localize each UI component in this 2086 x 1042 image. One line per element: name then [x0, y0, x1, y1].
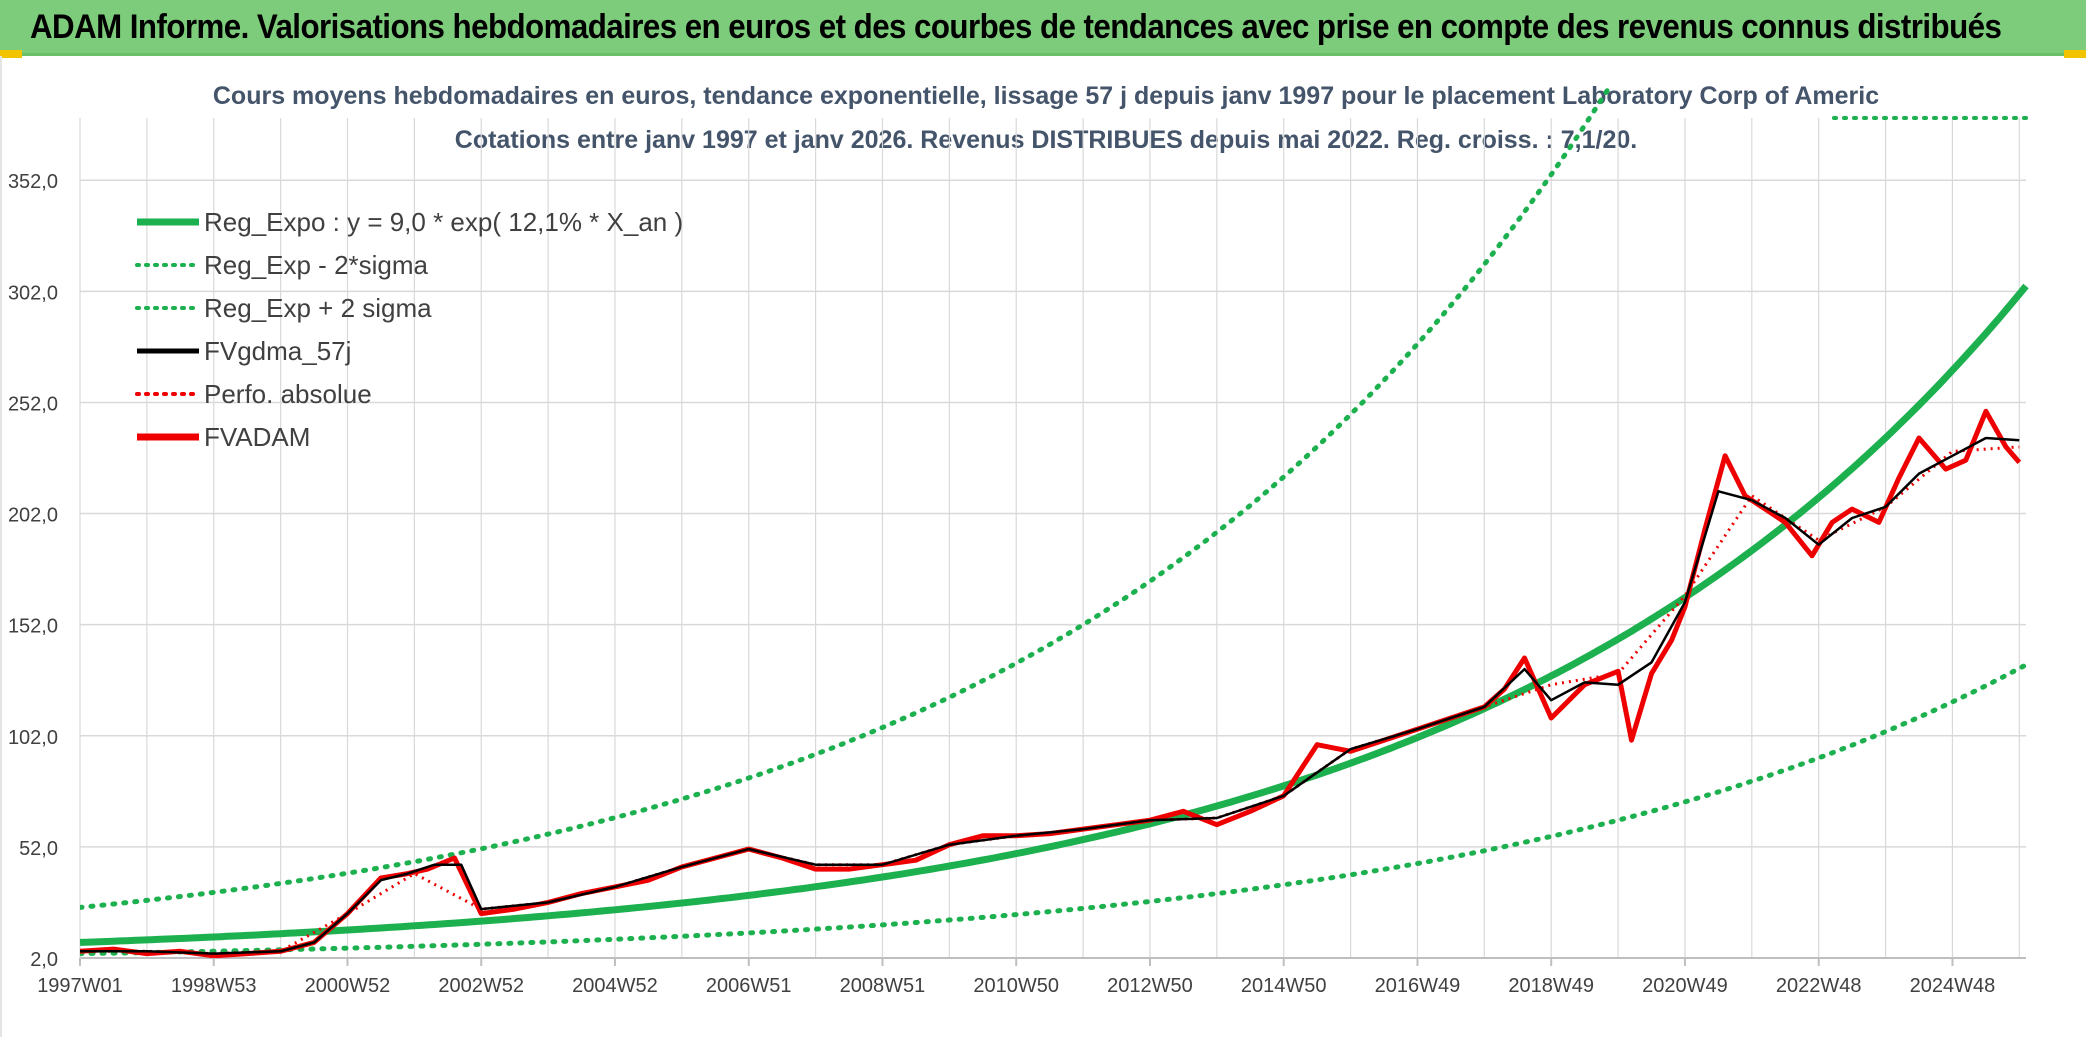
- legend-label: Reg_Exp + 2 sigma: [204, 293, 432, 323]
- x-tick-label: 2000W52: [305, 975, 391, 997]
- reg-exp-minus-2-sigma-curve: [80, 662, 2029, 957]
- legend-label: Perfo. absolue: [204, 379, 372, 409]
- perfo-absolue-curve: [80, 445, 2020, 956]
- chart-curves: [80, 88, 2029, 958]
- x-tick-label: 2022W48: [1776, 975, 1862, 997]
- x-tick-label: 2018W49: [1508, 975, 1594, 997]
- corner-mark-left: [0, 50, 22, 58]
- legend-label: Reg_Expo : y = 9,0 * exp( 12,1% * X_an ): [204, 207, 683, 237]
- fvgdma-57j-curve: [80, 436, 2020, 955]
- x-tick-label: 2024W48: [1910, 975, 1996, 997]
- grid-lines: [79, 118, 2026, 959]
- chart-title-line2: Cotations entre janv 1997 et janv 2026. …: [455, 126, 1637, 154]
- y-tick-label: 2,0: [30, 949, 58, 971]
- y-tick-label: 102,0: [8, 727, 58, 749]
- reg-exp-plus-2-sigma-curve: [80, 88, 1612, 910]
- report-banner: ADAM Informe. Valorisations hebdomadaire…: [0, 0, 2086, 56]
- legend-label: FVADAM: [204, 422, 310, 452]
- x-tick-label: 2004W52: [572, 975, 658, 997]
- x-tick-label: 2006W51: [706, 975, 792, 997]
- y-tick-label: 202,0: [8, 505, 58, 527]
- report-title: ADAM Informe. Valorisations hebdomadaire…: [30, 8, 2002, 46]
- x-axis-ticks: 1997W01 1998W53 2000W52 2002W52 2004W52 2006W…: [37, 958, 1995, 997]
- price-chart: Cours moyens hebdomadaires en euros, ten…: [8, 82, 2034, 997]
- x-tick-label: 2002W52: [438, 975, 524, 997]
- x-tick-label: 2010W50: [973, 975, 1059, 997]
- x-tick-label: 2020W49: [1642, 975, 1728, 997]
- y-tick-label: 252,0: [8, 393, 58, 415]
- y-tick-label: 152,0: [8, 616, 58, 638]
- x-tick-label: 2014W50: [1241, 975, 1327, 997]
- y-tick-label: 52,0: [19, 838, 58, 860]
- x-tick-label: 1998W53: [171, 975, 257, 997]
- x-tick-label: 2016W49: [1375, 975, 1461, 997]
- chart-frame: Cours moyens hebdomadaires en euros, ten…: [0, 56, 2086, 1037]
- reg-expo-curve: [80, 283, 2029, 946]
- legend-label: Reg_Exp - 2*sigma: [204, 250, 429, 280]
- x-tick-label: 2008W51: [840, 975, 926, 997]
- legend-label: FVgdma_57j: [204, 336, 351, 366]
- chart-legend: Reg_Expo : y = 9,0 * exp( 12,1% * X_an )…: [135, 207, 683, 452]
- y-tick-label: 352,0: [8, 171, 58, 193]
- x-tick-label: 2012W50: [1107, 975, 1193, 997]
- x-tick-label: 1997W01: [37, 975, 123, 997]
- y-axis-ticks: 2,0 52,0 102,0 152,0 202,0 252,0 302,0 352,0: [8, 171, 58, 971]
- corner-mark-right: [2064, 50, 2086, 58]
- chart-title-line1: Cours moyens hebdomadaires en euros, ten…: [213, 82, 1879, 110]
- y-tick-label: 302,0: [8, 282, 58, 304]
